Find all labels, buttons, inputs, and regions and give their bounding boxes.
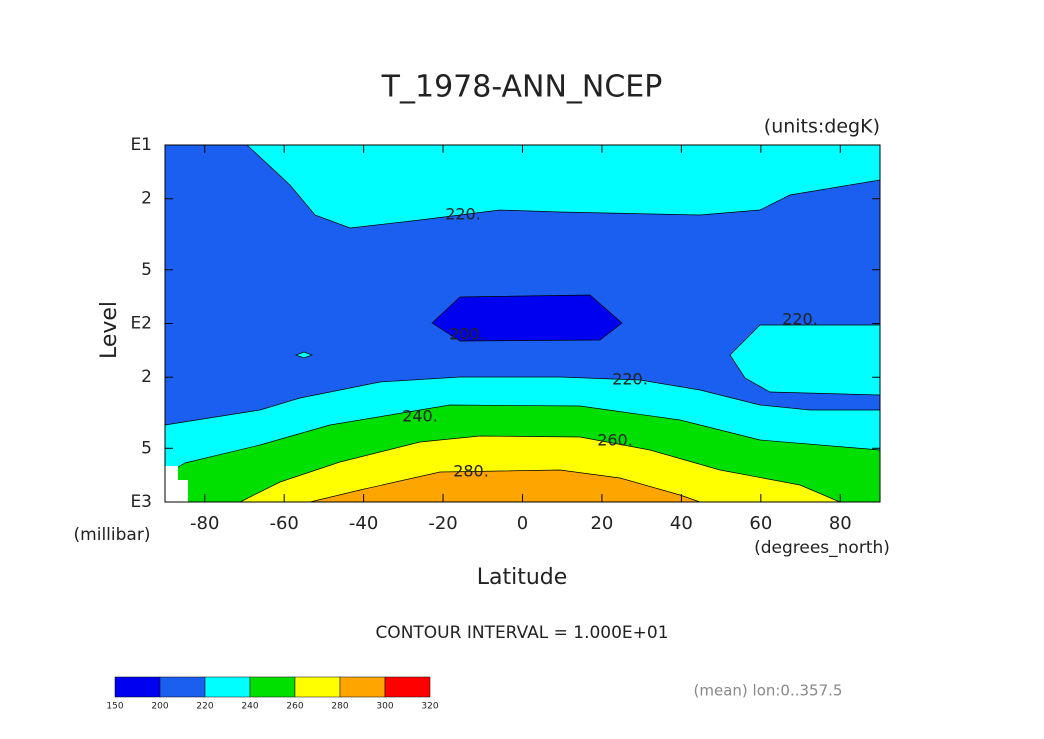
y-tick-label: E1 (130, 135, 152, 155)
colorbar-label: 240 (241, 702, 258, 712)
contour-label: 220. (782, 310, 818, 329)
contour-label: 260. (597, 431, 633, 450)
x-tick-label: -40 (349, 513, 378, 534)
x-axis-title: Latitude (477, 565, 568, 590)
contour-region (295, 351, 313, 359)
contour-region (431, 294, 623, 342)
contour-regions (164, 144, 881, 503)
x-tick-label: 80 (829, 513, 852, 534)
units-label: (units:degK) (764, 116, 880, 138)
y-tick-label: 2 (141, 367, 152, 387)
colorbar-box (114, 676, 161, 698)
colorbar-box (339, 676, 386, 698)
colorbar-box (249, 676, 296, 698)
y-tick-label: E2 (130, 314, 152, 334)
contour-region (309, 469, 701, 503)
contour-label: 240. (402, 407, 438, 426)
contour-label: 200. (449, 325, 485, 344)
colorbar-label: 320 (421, 702, 438, 712)
colorbar-label: 260 (286, 702, 303, 712)
x-tick-label: -20 (428, 513, 457, 534)
footer-note: (mean) lon:0..357.5 (694, 682, 843, 700)
colorbar-label: 220 (196, 702, 213, 712)
colorbar-box (204, 676, 251, 698)
colorbar-box (294, 676, 341, 698)
x-tick-label: 40 (670, 513, 693, 534)
y-tick-label: 5 (141, 260, 152, 280)
colorbar-label: 150 (106, 702, 123, 712)
x-tick-label: -60 (269, 513, 298, 534)
colorbar-label: 200 (151, 702, 168, 712)
contour-label: 220. (612, 370, 648, 389)
chart-title: T_1978-ANN_NCEP (381, 70, 663, 105)
colorbar-label: 300 (376, 702, 393, 712)
contour-label: 220. (445, 205, 481, 224)
x-tick-label: 20 (590, 513, 613, 534)
colorbar-box (384, 676, 431, 698)
colorbar-label: 280 (331, 702, 348, 712)
colorbar-box (159, 676, 206, 698)
missing-data (165, 466, 188, 502)
y-tick-label: E3 (130, 492, 152, 512)
x-units: (degrees_north) (754, 538, 890, 558)
x-tick-label: 60 (749, 513, 772, 534)
contour-interval: CONTOUR INTERVAL = 1.000E+01 (375, 623, 668, 643)
contour-label: 280. (453, 462, 489, 481)
x-tick-label: 0 (517, 513, 528, 534)
y-tick-label: 5 (141, 438, 152, 458)
y-units: (millibar) (74, 525, 151, 545)
y-axis-title: Level (97, 301, 122, 359)
x-tick-label: -80 (190, 513, 219, 534)
y-tick-label: 2 (141, 189, 152, 209)
